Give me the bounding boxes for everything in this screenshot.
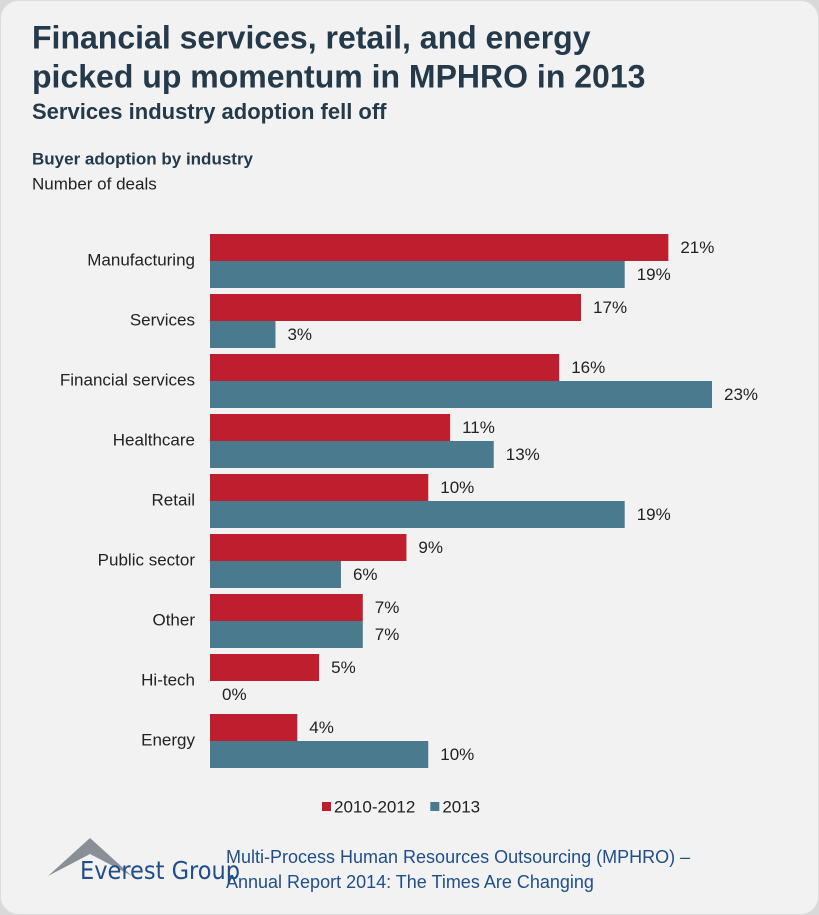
bar (210, 741, 429, 768)
axis-label: Number of deals (32, 174, 157, 193)
value-label: 13% (506, 445, 540, 464)
bar (210, 321, 276, 348)
bar (210, 441, 494, 468)
bar (210, 534, 407, 561)
value-label: 10% (440, 745, 474, 764)
y-tick-label: Retail (152, 490, 195, 509)
value-label: 3% (287, 325, 312, 344)
bar (210, 234, 669, 261)
bar (210, 594, 363, 621)
value-label: 7% (375, 598, 400, 617)
value-label: 19% (637, 265, 671, 284)
value-label: 19% (637, 505, 671, 524)
y-tick-label: Manufacturing (87, 250, 195, 269)
value-label: 4% (309, 718, 334, 737)
y-tick-label: Hi-tech (141, 670, 195, 689)
value-label: 23% (724, 385, 758, 404)
bar (210, 714, 298, 741)
bar (210, 474, 429, 501)
value-label: 9% (418, 538, 443, 557)
value-label: 17% (593, 298, 627, 317)
chart-title: Buyer adoption by industry (32, 149, 254, 168)
bar (210, 354, 560, 381)
title: Financial services, retail, and energy (32, 19, 591, 55)
value-label: 11% (462, 418, 495, 437)
y-tick-label: Other (152, 610, 195, 629)
bar (210, 261, 625, 288)
bar (210, 621, 363, 648)
subtitle: Services industry adoption fell off (32, 99, 387, 124)
bar (210, 414, 451, 441)
source: Annual Report 2014: The Times Are Changi… (226, 872, 594, 892)
y-tick-label: Healthcare (113, 430, 195, 449)
y-tick-label: Financial services (60, 370, 195, 389)
logo-mark (48, 838, 132, 876)
value-label: 21% (680, 238, 714, 257)
y-tick-label: Services (130, 310, 195, 329)
legend-label: 2010-2012 (334, 797, 415, 816)
logo: Everest Group (80, 856, 240, 885)
value-label: 10% (440, 478, 474, 497)
value-label: 0% (222, 685, 247, 704)
source: Multi-Process Human Resources Outsourcin… (226, 847, 690, 867)
bar (210, 654, 320, 681)
legend-label: 2013 (442, 797, 480, 816)
value-label: 7% (375, 625, 400, 644)
bar (210, 294, 582, 321)
bar (210, 381, 712, 408)
value-label: 6% (353, 565, 378, 584)
y-tick-label: Energy (141, 730, 195, 749)
bar (210, 501, 625, 528)
y-tick-label: Public sector (98, 550, 196, 569)
value-label: 16% (571, 358, 605, 377)
legend-swatch (430, 802, 440, 811)
legend-swatch (322, 802, 331, 811)
value-label: 5% (331, 658, 356, 677)
title: picked up momentum in MPHRO in 2013 (32, 58, 645, 94)
bar (210, 561, 341, 588)
